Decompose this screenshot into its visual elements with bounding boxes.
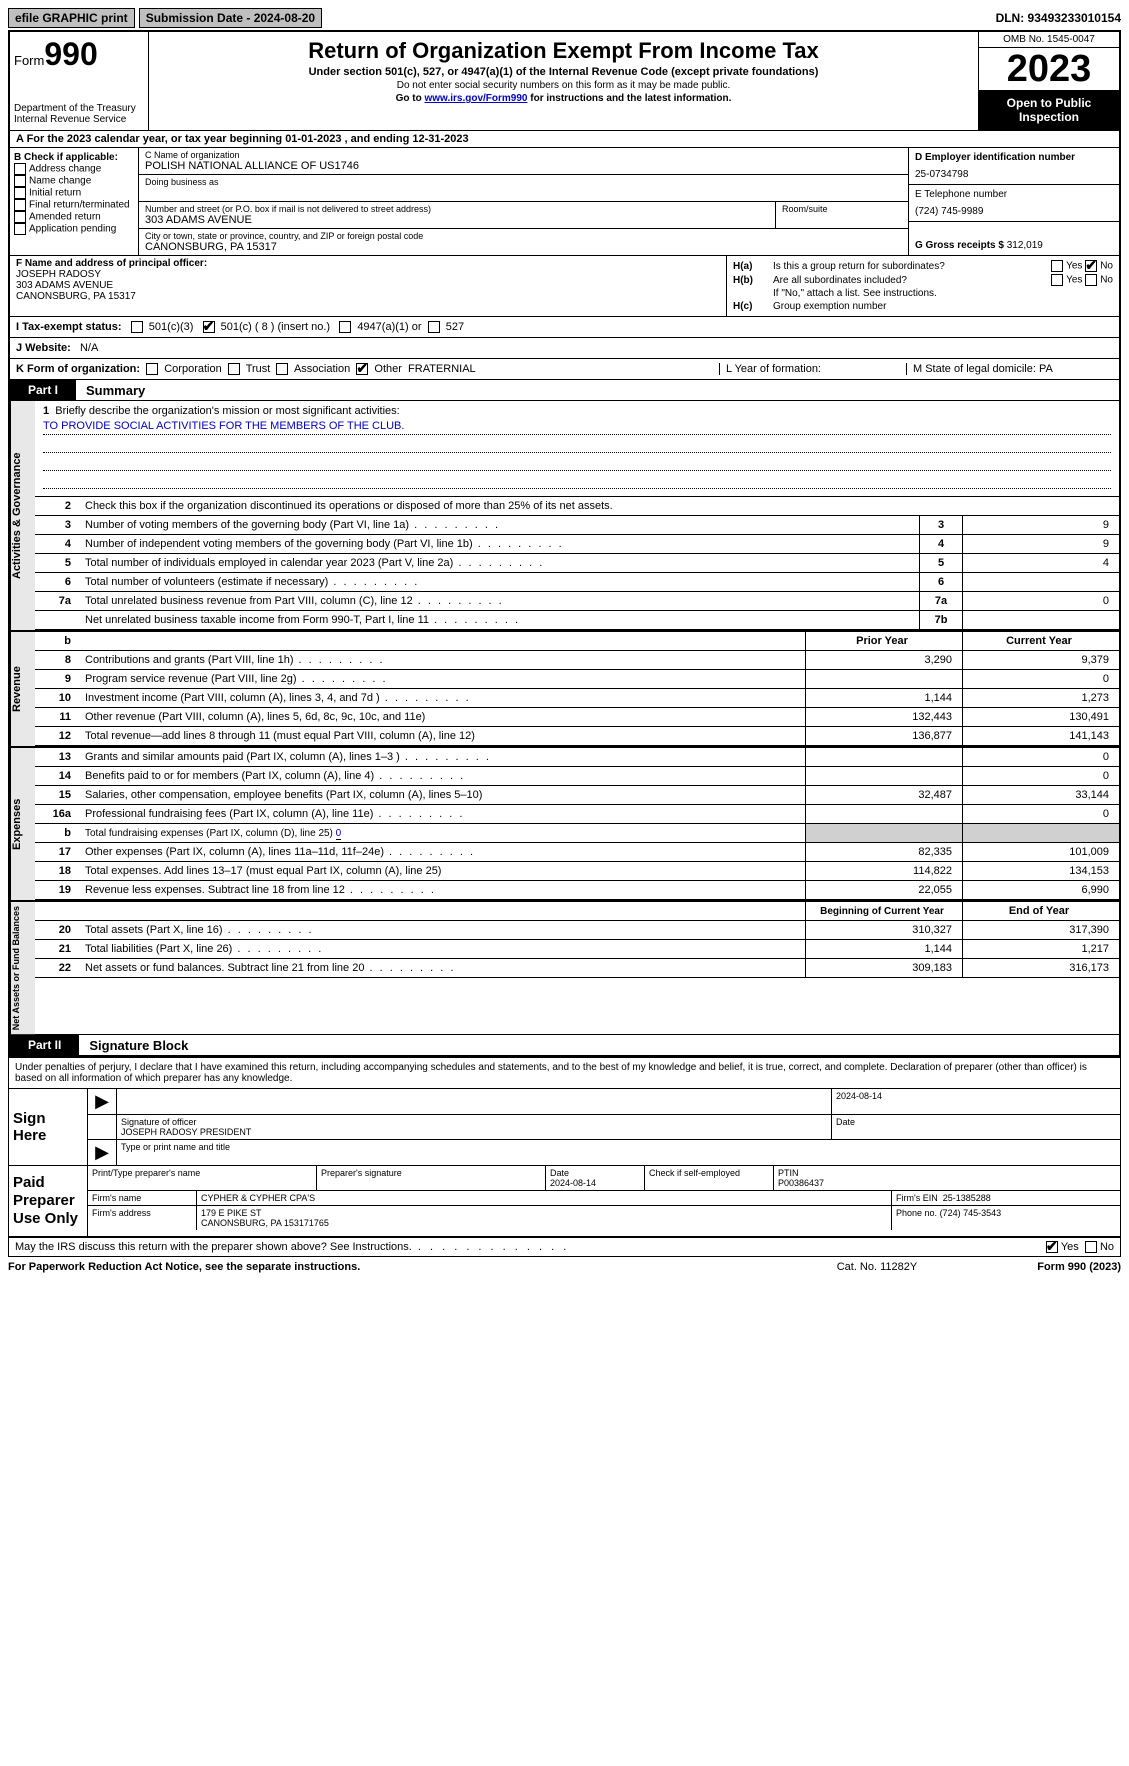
- cb-name-change[interactable]: [14, 175, 26, 187]
- governance-table: 2Check this box if the organization disc…: [35, 497, 1119, 630]
- cb-final-return[interactable]: [14, 199, 26, 211]
- mission-block: 1 Briefly describe the organization's mi…: [35, 401, 1119, 497]
- form-subtitle: Under section 501(c), 527, or 4947(a)(1)…: [157, 66, 970, 78]
- telephone: (724) 745-9989: [915, 206, 1113, 217]
- cb-discuss-yes[interactable]: [1046, 1241, 1058, 1253]
- section-bcd: B Check if applicable: Address change Na…: [10, 148, 1119, 256]
- part2-header: Part II Signature Block: [10, 1035, 1119, 1056]
- vlabel-activities: Activities & Governance: [10, 401, 35, 630]
- vlabel-netassets: Net Assets or Fund Balances: [10, 902, 35, 1034]
- top-bar: efile GRAPHIC print Submission Date - 20…: [8, 8, 1121, 28]
- form-title: Return of Organization Exempt From Incom…: [157, 38, 970, 64]
- sign-here-label: Sign Here: [9, 1089, 88, 1165]
- form-header: Form990 Department of the Treasury Inter…: [10, 32, 1119, 131]
- netassets-table: Beginning of Current YearEnd of Year 20T…: [35, 902, 1119, 978]
- perjury-text: Under penalties of perjury, I declare th…: [9, 1058, 1120, 1089]
- ssn-note: Do not enter social security numbers on …: [157, 80, 970, 91]
- cb-501c3[interactable]: [131, 321, 143, 333]
- cb-other[interactable]: [356, 363, 368, 375]
- officer-name: JOSEPH RADOSY PRESIDENT: [121, 1127, 251, 1137]
- cb-ha-no[interactable]: [1085, 260, 1097, 272]
- cb-ha-yes[interactable]: [1051, 260, 1063, 272]
- dln: DLN: 93493233010154: [996, 11, 1121, 25]
- cb-address-change[interactable]: [14, 163, 26, 175]
- mission-text: TO PROVIDE SOCIAL ACTIVITIES FOR THE MEM…: [43, 420, 1111, 435]
- cb-hb-yes[interactable]: [1051, 274, 1063, 286]
- omb-number: OMB No. 1545-0047: [979, 32, 1119, 48]
- tax-year: 2023: [979, 48, 1119, 90]
- cb-501c[interactable]: [203, 321, 215, 333]
- efile-tag: efile GRAPHIC print: [8, 8, 135, 28]
- public-inspection: Open to Public Inspection: [979, 90, 1119, 130]
- vlabel-revenue: Revenue: [10, 632, 35, 746]
- box-b: B Check if applicable: Address change Na…: [10, 148, 139, 255]
- org-name: POLISH NATIONAL ALLIANCE OF US1746: [145, 160, 902, 172]
- cb-hb-no[interactable]: [1085, 274, 1097, 286]
- row-i: I Tax-exempt status: 501(c)(3) 501(c) ( …: [10, 317, 1119, 338]
- irs-link[interactable]: www.irs.gov/Form990: [424, 93, 527, 104]
- org-street: 303 ADAMS AVENUE: [145, 214, 769, 226]
- ein: 25-0734798: [915, 169, 1113, 180]
- cb-amended[interactable]: [14, 211, 26, 223]
- submission-date: Submission Date - 2024-08-20: [139, 8, 322, 28]
- box-f: F Name and address of principal officer:…: [10, 256, 726, 316]
- cb-discuss-no[interactable]: [1085, 1241, 1097, 1253]
- arrow-icon: ▶: [88, 1140, 117, 1165]
- firm-phone: (724) 745-3543: [940, 1208, 1002, 1218]
- form-number: Form990: [14, 36, 144, 73]
- row-j: J Website: N/A: [10, 338, 1119, 359]
- signature-block: Under penalties of perjury, I declare th…: [8, 1056, 1121, 1257]
- cb-4947[interactable]: [339, 321, 351, 333]
- paid-preparer-label: Paid Preparer Use Only: [9, 1166, 88, 1236]
- form-container: Form990 Department of the Treasury Inter…: [8, 30, 1121, 1056]
- cb-assoc[interactable]: [276, 363, 288, 375]
- gross-receipts: 312,019: [1007, 240, 1043, 251]
- org-city: CANONSBURG, PA 15317: [145, 241, 902, 253]
- firm-ein: 25-1385288: [943, 1193, 991, 1203]
- part1-header: Part I Summary: [10, 380, 1119, 401]
- ptin: P00386437: [778, 1178, 824, 1188]
- firm-name: CYPHER & CYPHER CPA'S: [201, 1193, 315, 1203]
- goto-note: Go to www.irs.gov/Form990 for instructio…: [157, 93, 970, 104]
- page-footer: For Paperwork Reduction Act Notice, see …: [8, 1257, 1121, 1277]
- cb-app-pending[interactable]: [14, 223, 26, 235]
- cb-trust[interactable]: [228, 363, 240, 375]
- discuss-row: May the IRS discuss this return with the…: [9, 1237, 1120, 1256]
- section-fh: F Name and address of principal officer:…: [10, 256, 1119, 317]
- state-domicile: M State of legal domicile: PA: [906, 363, 1113, 375]
- box-h: H(a)Is this a group return for subordina…: [726, 256, 1119, 316]
- box-d: D Employer identification number 25-0734…: [908, 148, 1119, 255]
- arrow-icon: ▶: [88, 1089, 117, 1114]
- cb-initial-return[interactable]: [14, 187, 26, 199]
- cb-527[interactable]: [428, 321, 440, 333]
- year-formation: L Year of formation:: [719, 363, 906, 375]
- expenses-table: 13Grants and similar amounts paid (Part …: [35, 748, 1119, 900]
- box-c: C Name of organization POLISH NATIONAL A…: [139, 148, 908, 255]
- row-a-tax-year: A For the 2023 calendar year, or tax yea…: [10, 131, 1119, 148]
- dept-treasury: Department of the Treasury Internal Reve…: [14, 103, 144, 125]
- vlabel-expenses: Expenses: [10, 748, 35, 900]
- row-klm: K Form of organization: Corporation Trus…: [10, 359, 1119, 380]
- revenue-table: bPrior YearCurrent Year 8Contributions a…: [35, 632, 1119, 746]
- cb-corp[interactable]: [146, 363, 158, 375]
